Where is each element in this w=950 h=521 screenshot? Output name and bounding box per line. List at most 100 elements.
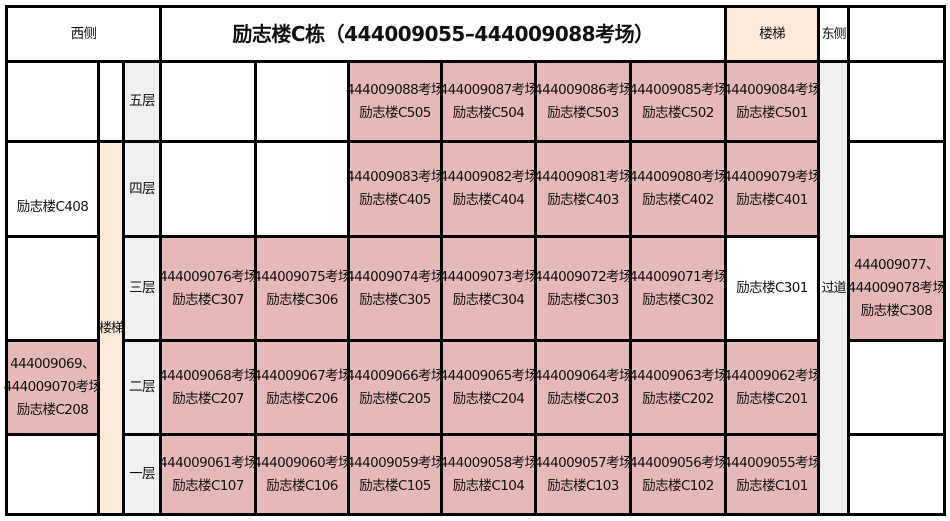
exam-room-cell: 444009055考场 励志楼C101 bbox=[723, 436, 821, 513]
exam-number: 444009078考场 bbox=[847, 280, 946, 296]
room-name: 励志楼C302 bbox=[642, 291, 714, 308]
exam-room-cell: 444009059考场 励志楼C105 bbox=[346, 436, 444, 513]
stairs-header: 楼梯 bbox=[727, 8, 817, 60]
room-name: 励志楼C405 bbox=[359, 192, 431, 208]
floor-label: 一层 bbox=[125, 436, 159, 513]
exam-room-cell: 444009076考场 励志楼C307 bbox=[159, 238, 257, 339]
room-name: 励志楼C105 bbox=[359, 477, 431, 494]
exam-number: 444009061考场 bbox=[159, 454, 257, 471]
exam-room-cell: 444009060考场 励志楼C106 bbox=[253, 436, 351, 513]
room-name: 励志楼C101 bbox=[736, 477, 808, 494]
room-name: 励志楼C104 bbox=[452, 477, 525, 494]
room-name: 励志楼C304 bbox=[452, 291, 525, 308]
exam-room-cell: 444009081考场 励志楼C403 bbox=[534, 143, 632, 235]
exam-room-cell: 444009074考场 励志楼C305 bbox=[346, 238, 444, 339]
exam-number: 444009056考场 bbox=[629, 454, 727, 471]
exam-room-cell: 444009080考场 励志楼C402 bbox=[629, 143, 727, 235]
exam-number: 444009077、 bbox=[854, 257, 939, 273]
empty-cell bbox=[850, 63, 943, 140]
exam-room-cell: 444009084考场 励志楼C501 bbox=[723, 63, 821, 140]
room-name: 励志楼C404 bbox=[452, 192, 525, 208]
room-name: 励志楼C201 bbox=[736, 390, 808, 407]
room-name: 励志楼C203 bbox=[547, 390, 619, 407]
empty-cell bbox=[8, 63, 97, 140]
exam-number: 444009057考场 bbox=[534, 454, 632, 471]
west-room: 励志楼C408 bbox=[8, 143, 97, 235]
exam-number: 444009059考场 bbox=[346, 454, 444, 471]
east-side-header: 东侧 bbox=[820, 8, 847, 60]
exam-room-cell: 444009082考场 励志楼C404 bbox=[440, 143, 538, 235]
exam-number: 444009063考场 bbox=[629, 367, 727, 384]
exam-number: 444009060考场 bbox=[253, 454, 351, 471]
exam-number: 444009074考场 bbox=[346, 268, 444, 285]
exam-number: 444009088考场 bbox=[346, 81, 444, 98]
floor-label: 二层 bbox=[125, 342, 159, 433]
room-name: 励志楼C206 bbox=[266, 390, 338, 407]
empty-cell bbox=[850, 8, 943, 60]
room-name: 励志楼C103 bbox=[547, 477, 619, 494]
room-name: 励志楼C208 bbox=[16, 402, 89, 418]
exam-number: 444009075考场 bbox=[253, 268, 351, 285]
exam-number: 444009076考场 bbox=[159, 268, 257, 285]
empty-cell bbox=[850, 342, 943, 433]
empty-cell bbox=[162, 63, 254, 140]
room-name: 励志楼C502 bbox=[642, 104, 714, 121]
exam-room-cell: 444009067考场 励志楼C206 bbox=[253, 342, 351, 433]
exam-number: 444009062考场 bbox=[723, 367, 821, 384]
exam-room-cell: 444009058考场 励志楼C104 bbox=[440, 436, 538, 513]
exam-number: 444009070考场 bbox=[3, 379, 102, 395]
room-name: 励志楼C402 bbox=[642, 192, 714, 208]
exam-number: 444009072考场 bbox=[534, 268, 632, 285]
room-name: 励志楼C303 bbox=[547, 291, 619, 308]
corridor: 过道 bbox=[820, 63, 847, 513]
floor-label: 五层 bbox=[125, 63, 159, 140]
exam-number: 444009084考场 bbox=[723, 81, 821, 98]
west-side-header: 西侧 bbox=[8, 8, 159, 60]
room-name: 励志楼C205 bbox=[359, 390, 431, 407]
west-stairs: 楼梯 bbox=[99, 143, 124, 513]
exam-number: 444009065考场 bbox=[439, 367, 538, 384]
exam-number: 444009064考场 bbox=[534, 367, 632, 384]
exam-number: 444009071考场 bbox=[629, 268, 727, 285]
exam-room-cell: 444009066考场 励志楼C205 bbox=[346, 342, 444, 433]
east-room: 444009077、 444009078考场 励志楼C308 bbox=[847, 238, 946, 339]
exam-room-cell: 444009061考场 励志楼C107 bbox=[159, 436, 257, 513]
exam-room-cell: 444009057考场 励志楼C103 bbox=[534, 436, 632, 513]
exam-room-cell: 444009064考场 励志楼C203 bbox=[534, 342, 632, 433]
empty-cell bbox=[850, 436, 943, 513]
exam-room-cell: 444009056考场 励志楼C102 bbox=[629, 436, 727, 513]
room-name: 励志楼C106 bbox=[266, 477, 338, 494]
exam-room-cell: 444009072考场 励志楼C303 bbox=[534, 238, 632, 339]
exam-number: 444009055考场 bbox=[723, 454, 821, 471]
exam-number: 444009085考场 bbox=[629, 81, 727, 98]
empty-cell bbox=[8, 238, 97, 339]
empty-cell bbox=[8, 436, 97, 513]
room-name: 励志楼C504 bbox=[452, 104, 525, 121]
exam-room-cell: 444009071考场 励志楼C302 bbox=[629, 238, 727, 339]
room-name: 励志楼C505 bbox=[359, 104, 431, 121]
room-name: 励志楼C503 bbox=[547, 104, 619, 121]
exam-number: 444009067考场 bbox=[253, 367, 351, 384]
exam-room-cell: 444009073考场 励志楼C304 bbox=[440, 238, 538, 339]
exam-number: 444009083考场 bbox=[346, 169, 444, 185]
page-title: 励志楼C栋（444009055–444009088考场） bbox=[162, 8, 724, 60]
exam-room-cell: 444009085考场 励志楼C502 bbox=[629, 63, 727, 140]
room-name: 励志楼C107 bbox=[172, 477, 244, 494]
empty-cell bbox=[162, 143, 254, 235]
exam-room-cell: 444009065考场 励志楼C204 bbox=[440, 342, 538, 433]
exam-number: 444009079考场 bbox=[723, 169, 821, 185]
empty-cell bbox=[850, 143, 943, 235]
room-name: 励志楼C403 bbox=[547, 192, 619, 208]
exam-number: 444009087考场 bbox=[439, 81, 538, 98]
room-name: 励志楼C501 bbox=[736, 104, 808, 121]
exam-room-cell: 444009083考场 励志楼C405 bbox=[346, 143, 444, 235]
exam-number: 444009080考场 bbox=[629, 169, 727, 185]
exam-number: 444009069、 bbox=[10, 356, 95, 372]
room-name: 励志楼C308 bbox=[860, 303, 933, 319]
exam-room-cell: 444009068考场 励志楼C207 bbox=[159, 342, 257, 433]
exam-number: 444009068考场 bbox=[159, 367, 257, 384]
room-name: 励志楼C408 bbox=[16, 199, 89, 215]
room-name: 励志楼C307 bbox=[172, 291, 244, 308]
room-name: 励志楼C301 bbox=[736, 280, 808, 296]
exam-number: 444009086考场 bbox=[534, 81, 632, 98]
